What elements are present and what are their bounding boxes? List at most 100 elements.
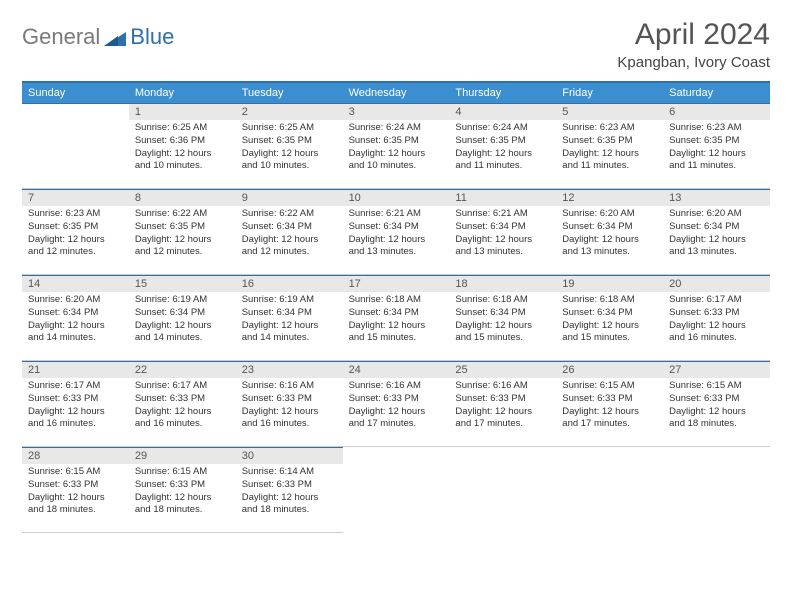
day-body: Sunrise: 6:20 AMSunset: 6:34 PMDaylight:… <box>22 292 129 349</box>
day-number: 28 <box>22 447 129 464</box>
day-number: 18 <box>449 275 556 292</box>
day-body: Sunrise: 6:18 AMSunset: 6:34 PMDaylight:… <box>449 292 556 349</box>
day-body: Sunrise: 6:15 AMSunset: 6:33 PMDaylight:… <box>129 464 236 521</box>
day-number: 20 <box>663 275 770 292</box>
logo: General Blue <box>22 18 174 50</box>
day-number: 13 <box>663 189 770 206</box>
day-number: 26 <box>556 361 663 378</box>
day-body: Sunrise: 6:23 AMSunset: 6:35 PMDaylight:… <box>22 206 129 263</box>
day-body: Sunrise: 6:20 AMSunset: 6:34 PMDaylight:… <box>556 206 663 263</box>
calendar-cell: 15Sunrise: 6:19 AMSunset: 6:34 PMDayligh… <box>129 275 236 361</box>
calendar-cell: 6Sunrise: 6:23 AMSunset: 6:35 PMDaylight… <box>663 103 770 189</box>
day-number: 7 <box>22 189 129 206</box>
day-number: 16 <box>236 275 343 292</box>
calendar: SundayMondayTuesdayWednesdayThursdayFrid… <box>22 81 770 533</box>
day-number: 25 <box>449 361 556 378</box>
day-body: Sunrise: 6:25 AMSunset: 6:36 PMDaylight:… <box>129 120 236 177</box>
day-number: 3 <box>343 103 450 120</box>
day-body: Sunrise: 6:22 AMSunset: 6:34 PMDaylight:… <box>236 206 343 263</box>
day-number: 2 <box>236 103 343 120</box>
day-body: Sunrise: 6:17 AMSunset: 6:33 PMDaylight:… <box>129 378 236 435</box>
day-body: Sunrise: 6:18 AMSunset: 6:34 PMDaylight:… <box>556 292 663 349</box>
day-number: 19 <box>556 275 663 292</box>
day-number: 5 <box>556 103 663 120</box>
calendar-cell: 16Sunrise: 6:19 AMSunset: 6:34 PMDayligh… <box>236 275 343 361</box>
day-body: Sunrise: 6:16 AMSunset: 6:33 PMDaylight:… <box>343 378 450 435</box>
weekday-header: Thursday <box>449 83 556 103</box>
calendar-cell: 23Sunrise: 6:16 AMSunset: 6:33 PMDayligh… <box>236 361 343 447</box>
calendar-cell: 24Sunrise: 6:16 AMSunset: 6:33 PMDayligh… <box>343 361 450 447</box>
calendar-cell: 2Sunrise: 6:25 AMSunset: 6:35 PMDaylight… <box>236 103 343 189</box>
day-body: Sunrise: 6:24 AMSunset: 6:35 PMDaylight:… <box>343 120 450 177</box>
day-number: 11 <box>449 189 556 206</box>
calendar-cell: 29Sunrise: 6:15 AMSunset: 6:33 PMDayligh… <box>129 447 236 533</box>
calendar-cell: 3Sunrise: 6:24 AMSunset: 6:35 PMDaylight… <box>343 103 450 189</box>
header: General Blue April 2024 Kpangban, Ivory … <box>22 18 770 71</box>
calendar-cell: 18Sunrise: 6:18 AMSunset: 6:34 PMDayligh… <box>449 275 556 361</box>
weekday-header: Wednesday <box>343 83 450 103</box>
day-number: 24 <box>343 361 450 378</box>
calendar-grid: 1Sunrise: 6:25 AMSunset: 6:36 PMDaylight… <box>22 103 770 533</box>
day-body: Sunrise: 6:16 AMSunset: 6:33 PMDaylight:… <box>449 378 556 435</box>
day-number: 29 <box>129 447 236 464</box>
weekday-header: Monday <box>129 83 236 103</box>
title-block: April 2024 Kpangban, Ivory Coast <box>617 18 770 71</box>
weekday-header: Friday <box>556 83 663 103</box>
calendar-cell: 28Sunrise: 6:15 AMSunset: 6:33 PMDayligh… <box>22 447 129 533</box>
day-number: 21 <box>22 361 129 378</box>
day-body: Sunrise: 6:15 AMSunset: 6:33 PMDaylight:… <box>663 378 770 435</box>
day-body: Sunrise: 6:21 AMSunset: 6:34 PMDaylight:… <box>343 206 450 263</box>
calendar-cell: 9Sunrise: 6:22 AMSunset: 6:34 PMDaylight… <box>236 189 343 275</box>
day-number: 9 <box>236 189 343 206</box>
day-body: Sunrise: 6:22 AMSunset: 6:35 PMDaylight:… <box>129 206 236 263</box>
calendar-cell: 4Sunrise: 6:24 AMSunset: 6:35 PMDaylight… <box>449 103 556 189</box>
day-body: Sunrise: 6:25 AMSunset: 6:35 PMDaylight:… <box>236 120 343 177</box>
calendar-cell: 14Sunrise: 6:20 AMSunset: 6:34 PMDayligh… <box>22 275 129 361</box>
day-body: Sunrise: 6:17 AMSunset: 6:33 PMDaylight:… <box>663 292 770 349</box>
logo-text-general: General <box>22 24 100 50</box>
weekday-header-row: SundayMondayTuesdayWednesdayThursdayFrid… <box>22 83 770 103</box>
calendar-cell: 12Sunrise: 6:20 AMSunset: 6:34 PMDayligh… <box>556 189 663 275</box>
weekday-header: Tuesday <box>236 83 343 103</box>
logo-triangle-icon <box>104 28 126 46</box>
calendar-cell: 21Sunrise: 6:17 AMSunset: 6:33 PMDayligh… <box>22 361 129 447</box>
day-number: 1 <box>129 103 236 120</box>
day-number: 8 <box>129 189 236 206</box>
calendar-cell: 20Sunrise: 6:17 AMSunset: 6:33 PMDayligh… <box>663 275 770 361</box>
day-body: Sunrise: 6:23 AMSunset: 6:35 PMDaylight:… <box>556 120 663 177</box>
calendar-cell: 10Sunrise: 6:21 AMSunset: 6:34 PMDayligh… <box>343 189 450 275</box>
day-body: Sunrise: 6:19 AMSunset: 6:34 PMDaylight:… <box>236 292 343 349</box>
day-body: Sunrise: 6:20 AMSunset: 6:34 PMDaylight:… <box>663 206 770 263</box>
day-body: Sunrise: 6:18 AMSunset: 6:34 PMDaylight:… <box>343 292 450 349</box>
day-body: Sunrise: 6:21 AMSunset: 6:34 PMDaylight:… <box>449 206 556 263</box>
day-number: 30 <box>236 447 343 464</box>
calendar-cell: 1Sunrise: 6:25 AMSunset: 6:36 PMDaylight… <box>129 103 236 189</box>
calendar-cell: 13Sunrise: 6:20 AMSunset: 6:34 PMDayligh… <box>663 189 770 275</box>
calendar-cell: 7Sunrise: 6:23 AMSunset: 6:35 PMDaylight… <box>22 189 129 275</box>
day-body: Sunrise: 6:15 AMSunset: 6:33 PMDaylight:… <box>556 378 663 435</box>
page-title: April 2024 <box>617 18 770 52</box>
calendar-cell: 19Sunrise: 6:18 AMSunset: 6:34 PMDayligh… <box>556 275 663 361</box>
calendar-cell: 22Sunrise: 6:17 AMSunset: 6:33 PMDayligh… <box>129 361 236 447</box>
location-subtitle: Kpangban, Ivory Coast <box>617 54 770 71</box>
weekday-header: Sunday <box>22 83 129 103</box>
day-body: Sunrise: 6:14 AMSunset: 6:33 PMDaylight:… <box>236 464 343 521</box>
calendar-cell-empty <box>22 103 129 189</box>
day-number: 22 <box>129 361 236 378</box>
day-body: Sunrise: 6:16 AMSunset: 6:33 PMDaylight:… <box>236 378 343 435</box>
weekday-header: Saturday <box>663 83 770 103</box>
day-number: 6 <box>663 103 770 120</box>
logo-text-blue: Blue <box>130 24 174 50</box>
day-body: Sunrise: 6:24 AMSunset: 6:35 PMDaylight:… <box>449 120 556 177</box>
calendar-cell: 11Sunrise: 6:21 AMSunset: 6:34 PMDayligh… <box>449 189 556 275</box>
day-body: Sunrise: 6:19 AMSunset: 6:34 PMDaylight:… <box>129 292 236 349</box>
day-body: Sunrise: 6:23 AMSunset: 6:35 PMDaylight:… <box>663 120 770 177</box>
day-body: Sunrise: 6:17 AMSunset: 6:33 PMDaylight:… <box>22 378 129 435</box>
day-body: Sunrise: 6:15 AMSunset: 6:33 PMDaylight:… <box>22 464 129 521</box>
day-number: 4 <box>449 103 556 120</box>
day-number: 10 <box>343 189 450 206</box>
day-number: 23 <box>236 361 343 378</box>
calendar-cell: 5Sunrise: 6:23 AMSunset: 6:35 PMDaylight… <box>556 103 663 189</box>
calendar-cell: 30Sunrise: 6:14 AMSunset: 6:33 PMDayligh… <box>236 447 343 533</box>
day-number: 17 <box>343 275 450 292</box>
